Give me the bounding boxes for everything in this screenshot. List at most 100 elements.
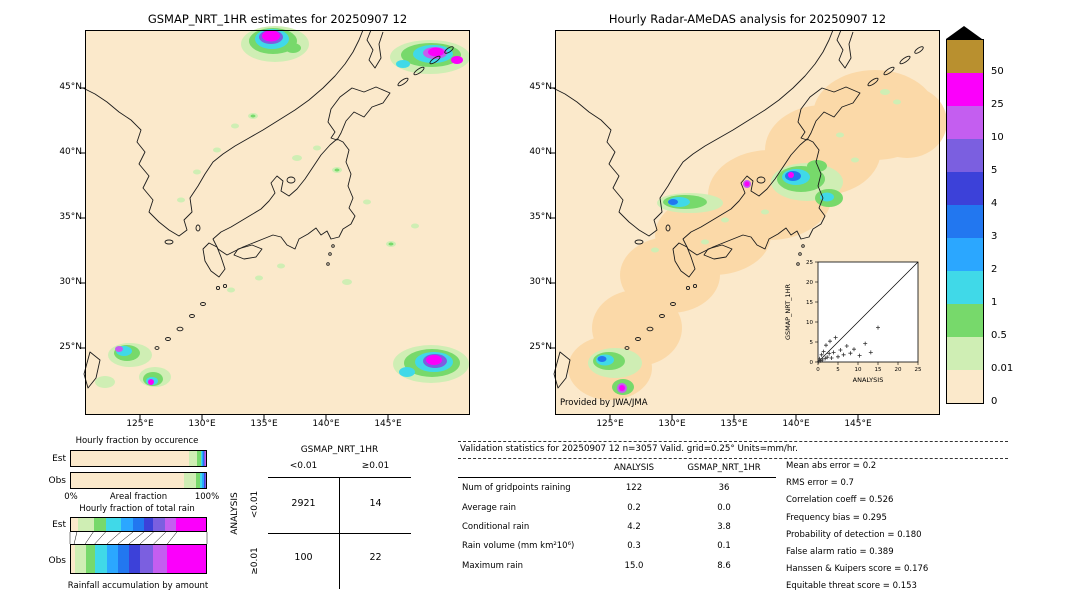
bar-segment [71, 518, 78, 531]
colorbar-segment [947, 139, 983, 172]
colorbar-body: 50 25 10 5 4 3 2 1 0.5 0.01 0 [946, 39, 1013, 407]
bar-segment [120, 518, 134, 531]
contingency-cell: 14 [369, 498, 382, 509]
scatter-point [844, 344, 849, 348]
precip-right [588, 89, 901, 395]
scatter-point [817, 356, 822, 361]
colorbar-segment [947, 106, 983, 139]
metric-line: Correlation coeff = 0.526 [786, 495, 894, 505]
bar-segment [129, 545, 140, 573]
lon-tick: 140°E [782, 419, 810, 429]
lon-tick: 145°E [844, 419, 872, 429]
scatter-point [876, 325, 880, 330]
stats-row: Rain volume (mm km²10⁶) 0.3 0.1 [458, 541, 780, 555]
bar-segment [153, 518, 166, 531]
lon-tick: 125°E [596, 419, 624, 429]
bar-segment [85, 545, 96, 573]
lon-tick: 135°E [720, 419, 748, 429]
lon-tick: 125°E [126, 419, 154, 429]
funnel-line [128, 531, 145, 545]
occurrence-est-bar [70, 450, 207, 467]
contingency-row-label: ≥0.01 [250, 547, 260, 575]
colorbar-tick-label: 0 [991, 396, 998, 407]
inset-scatter-plot: 00 5 5 10 10 15 15 20 20 25 25 ANALYSIS GSMAP_NRT_… [784, 260, 922, 384]
stats-col-analysis: ANALYSIS [613, 463, 655, 473]
colorbar-segment [947, 271, 983, 304]
bar-segment [205, 451, 206, 466]
funnel-line [106, 531, 121, 545]
inset-scatter-points [816, 325, 880, 364]
est-obs-connector-lines [69, 531, 208, 545]
stats-col-gsmap: GSMAP_NRT_1HR [687, 463, 761, 473]
funnel-line [139, 531, 154, 545]
colorbar-segment [947, 370, 983, 403]
stat-label: Rain volume (mm km²10⁶) [462, 541, 575, 551]
contingency-row-header: ANALYSIS [230, 492, 240, 535]
stat-analysis-value: 15.0 [624, 561, 644, 571]
scatter-point [841, 352, 846, 357]
lat-tick: 40°N [529, 147, 552, 157]
contingency-row-divider [268, 533, 411, 534]
contingency-cell: 2921 [291, 498, 316, 509]
bar-segment [75, 545, 86, 573]
contingency-row-label: <0.01 [250, 490, 260, 519]
map-frame [555, 30, 940, 415]
scatter-point [863, 341, 868, 346]
lat-tick: 30°N [529, 277, 552, 287]
colorbar-tick-label: 25 [991, 99, 1004, 110]
bar-segment [71, 473, 185, 488]
stat-gsmap-value: 0.1 [717, 541, 731, 551]
lon-tick: 130°E [658, 419, 686, 429]
inset-y-tick-label: 10 [806, 320, 813, 326]
scatter-point [820, 358, 825, 362]
bar-segment [202, 473, 204, 488]
lat-tick: 30°N [59, 277, 82, 287]
colorbar: 50 25 10 5 4 3 2 1 0.5 0.01 0 [946, 26, 1038, 407]
inset-xlabel: ANALYSIS [853, 376, 884, 384]
bar-segment [166, 545, 206, 573]
lat-tick: 25°N [529, 342, 552, 352]
stat-gsmap-value: 8.6 [717, 561, 731, 571]
scatter-point [824, 343, 828, 348]
bar-segment [143, 518, 154, 531]
contingency-cell: 100 [294, 552, 313, 563]
stat-analysis-value: 0.2 [627, 503, 641, 513]
scatter-point [848, 351, 853, 356]
scatter-point [818, 358, 823, 363]
stat-gsmap-value: 3.8 [717, 522, 731, 532]
colorbar-tick-label: 3 [991, 231, 998, 242]
inset-y-tick-label: 15 [806, 300, 813, 306]
lon-tick: 130°E [188, 419, 216, 429]
left-map-gsmap [79, 26, 470, 421]
funnel-line [153, 531, 167, 545]
stats-row: Maximum rain 15.0 8.6 [458, 561, 780, 575]
bar-segment [107, 545, 119, 573]
bar-segment [197, 451, 201, 466]
scatter-point [857, 353, 862, 358]
colorbar-tick-label: 0.01 [991, 363, 1014, 374]
scatter-point [852, 347, 856, 352]
bar-segment [202, 451, 204, 466]
contingency-col-label: ≥0.01 [361, 461, 390, 471]
metric-line: Frequency bias = 0.295 [786, 513, 887, 523]
stat-label: Maximum rain [462, 561, 524, 571]
precip-left [95, 26, 470, 388]
bar-segment [176, 518, 206, 531]
bar-segment [200, 473, 203, 488]
bar-segment [165, 518, 177, 531]
stats-row: Average rain 0.2 0.0 [458, 503, 780, 517]
stat-label: Average rain [462, 503, 517, 513]
funnel-line [117, 531, 134, 545]
metric-line: Probability of detection = 0.180 [786, 530, 922, 540]
lon-tick: 145°E [374, 419, 402, 429]
colorbar-tick-label: 1 [991, 297, 998, 308]
scatter-point [831, 350, 836, 355]
inset-x-tick-label: 5 [836, 367, 840, 373]
contingency-col-label: <0.01 [289, 461, 318, 471]
bar-segment [71, 451, 190, 466]
metric-line: False alarm ratio = 0.389 [786, 547, 894, 557]
colorbar-segment [947, 304, 983, 337]
colorbar-overflow-triangle [946, 26, 982, 39]
inset-x-tick-label: 25 [915, 367, 922, 373]
